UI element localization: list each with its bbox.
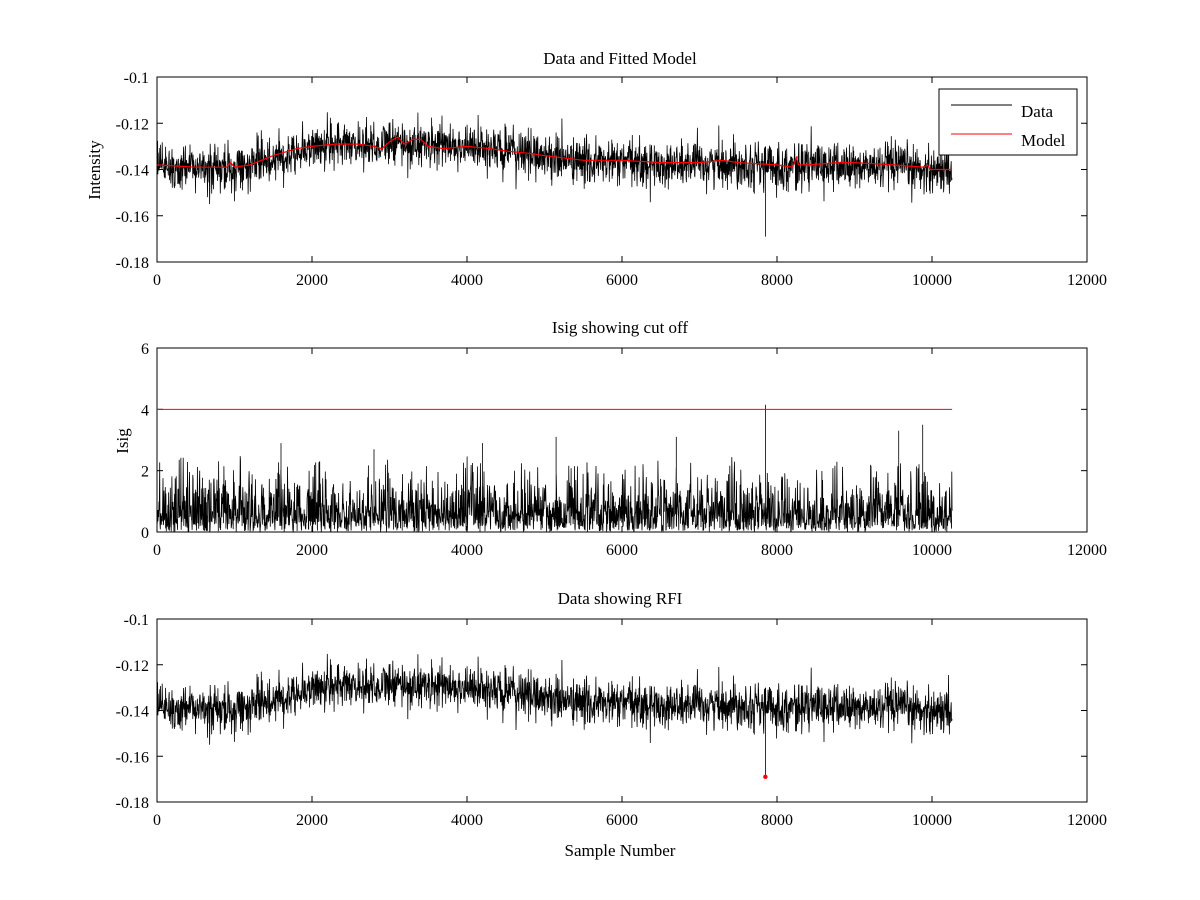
x-tick-label: 12000 (1067, 812, 1107, 829)
legend-box (938, 88, 1078, 156)
x-tick-label: 0 (153, 272, 161, 289)
x-tick-label: 10000 (912, 272, 952, 289)
x-tick-label: 0 (153, 542, 161, 559)
plot-area (156, 112, 953, 237)
y-tick-label: -0.1 (124, 612, 149, 629)
y-tick-label: -0.16 (116, 749, 149, 766)
y-tick-label: 6 (141, 341, 149, 358)
x-tick-label: 8000 (761, 812, 793, 829)
subplot-1-ylabel: Intensity (85, 140, 104, 200)
subplot-isig-showing-cut-off: Isig showing cut off Isig 0 2000 4000 6000 8… (113, 318, 1107, 559)
y-tick-label: 2 (141, 464, 149, 481)
x-tick-label: 4000 (451, 812, 483, 829)
rfi-point (763, 774, 768, 780)
y-tick-label: -0.12 (116, 116, 149, 133)
series-isig-line (156, 404, 953, 533)
x-tick-label: 10000 (912, 812, 952, 829)
y-tick-label: -0.18 (116, 795, 149, 812)
x-tick-label: 4000 (451, 542, 483, 559)
plot-area (156, 653, 953, 780)
subplot-3-xlabel: Sample Number (565, 841, 676, 860)
x-tick-label: 12000 (1067, 272, 1107, 289)
y-tick-label: 0 (141, 525, 149, 542)
series-data-line (156, 653, 953, 777)
x-tick-label: 2000 (296, 542, 328, 559)
subplot-2-ylabel: Isig (113, 428, 132, 454)
x-tick-label: 6000 (606, 272, 638, 289)
x-tick-label: 8000 (761, 542, 793, 559)
y-tick-label: -0.18 (116, 255, 149, 272)
series-model-line (156, 136, 953, 171)
x-tick-label: 12000 (1067, 542, 1107, 559)
subplot-data-showing-rfi: Data showing RFI Sample Number 0 2000 4000… (116, 589, 1107, 860)
plot-area (156, 404, 953, 533)
y-tick-label: -0.16 (116, 209, 149, 226)
legend-label-data: Data (1021, 102, 1054, 121)
subplot-data-and-fitted-model: Data and Fitted Model Intensity 0 2000 400… (85, 49, 1107, 289)
x-tick-label: 8000 (761, 272, 793, 289)
x-tick-label: 6000 (606, 542, 638, 559)
x-tick-label: 10000 (912, 542, 952, 559)
x-tick-label: 2000 (296, 812, 328, 829)
y-tick-label: -0.1 (124, 70, 149, 87)
subplot-1-title: Data and Fitted Model (543, 49, 697, 68)
subplot-2-title: Isig showing cut off (552, 318, 688, 337)
x-tick-label: 0 (153, 812, 161, 829)
x-tick-label: 6000 (606, 812, 638, 829)
x-tick-label: 4000 (451, 272, 483, 289)
y-tick-label: -0.12 (116, 658, 149, 675)
y-tick-label: -0.14 (116, 163, 149, 180)
subplot-3-title: Data showing RFI (558, 589, 683, 608)
x-tick-label: 2000 (296, 272, 328, 289)
legend: Data Model (938, 88, 1078, 156)
y-tick-label: 4 (141, 402, 149, 419)
legend-label-model: Model (1021, 131, 1066, 150)
y-tick-label: -0.14 (116, 704, 149, 721)
